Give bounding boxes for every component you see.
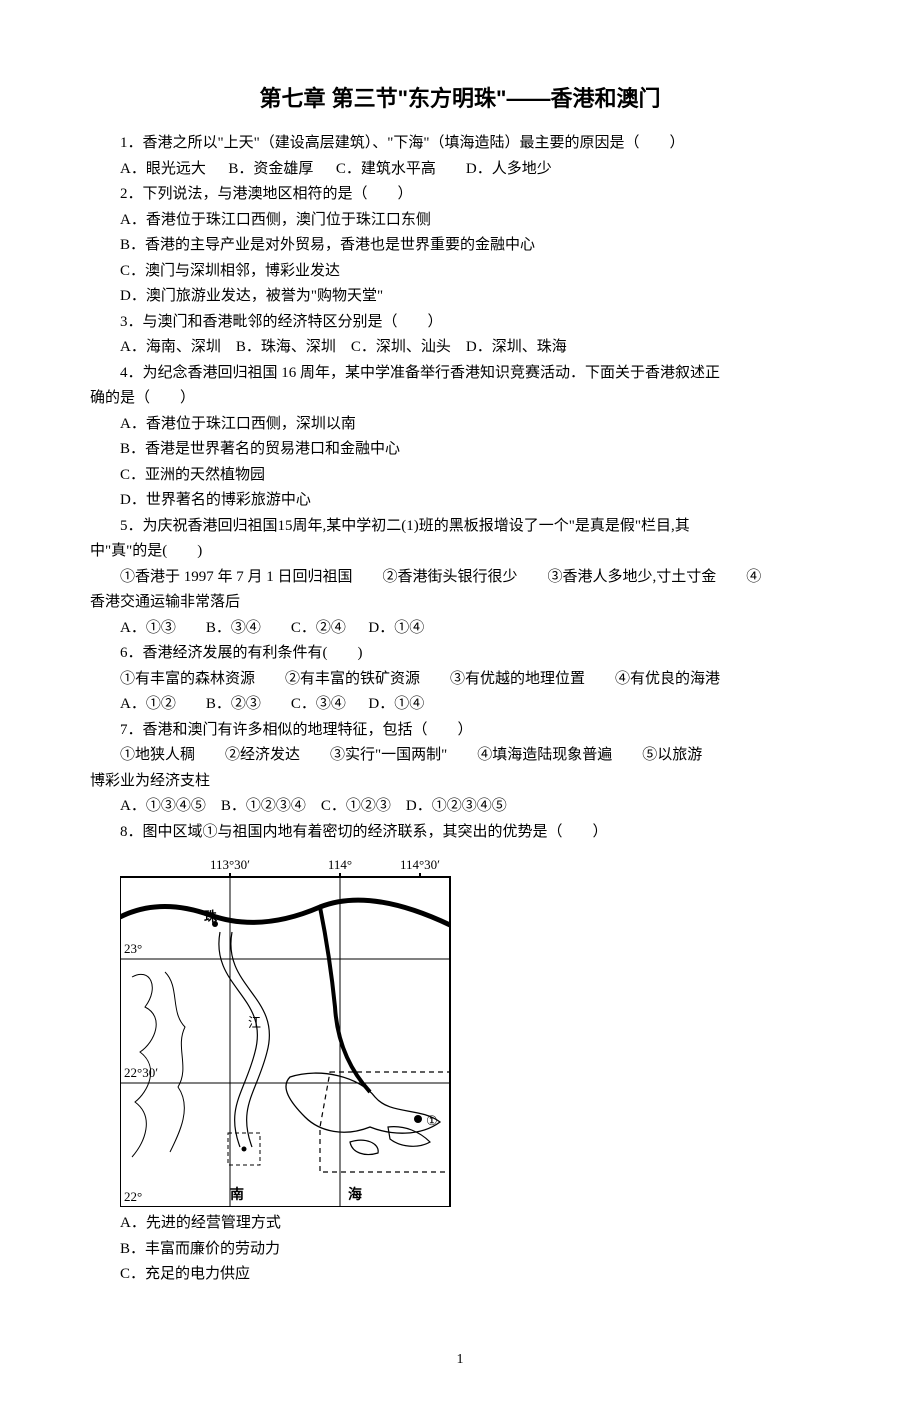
q3-b: B．珠海、深圳 — [236, 339, 336, 355]
q2-b: B．香港的主导产业是对外贸易，香港也是世界重要的金融中心 — [90, 233, 830, 259]
svg-text:南: 南 — [230, 1186, 250, 1203]
q6-d: D．①④ — [368, 696, 424, 712]
svg-text:114°30′: 114°30′ — [400, 857, 440, 872]
q7-stem: 7．香港和澳门有许多相似的地理特征，包括（ ） — [90, 718, 830, 744]
q8-b: B．丰富而廉价的劳动力 — [90, 1237, 830, 1263]
q2-a: A．香港位于珠江口西侧，澳门位于珠江口东侧 — [90, 208, 830, 234]
q1-options: A．眼光远大 B．资金雄厚 C．建筑水平高 D．人多地少 — [90, 157, 830, 183]
q3-c: C．深圳、汕头 — [351, 339, 451, 355]
q7-a: A．①③④⑤ — [120, 798, 206, 814]
q8-stem: 8．图中区域①与祖国内地有着密切的经济联系，其突出的优势是（ ） — [90, 820, 830, 846]
q2-d: D．澳门旅游业发达，被誉为"购物天堂" — [90, 284, 830, 310]
q6-b: B．②③ — [206, 696, 261, 712]
q4-stem-l2: 确的是（ ） — [90, 386, 830, 412]
svg-text:22°: 22° — [124, 1189, 142, 1204]
q5-stem-l1: 5．为庆祝香港回归祖国15周年,某中学初二(1)班的黑板报增设了一个"是真是假"… — [90, 514, 830, 540]
q1-d: D．人多地少 — [466, 161, 552, 177]
q7-options: A．①③④⑤ B．①②③④ C．①②③ D．①②③④⑤ — [90, 794, 830, 820]
q3-d: D．深圳、珠海 — [466, 339, 567, 355]
q7-items-l1: ①地狭人稠 ②经济发达 ③实行"一国两制" ④填海造陆现象普遍 ⑤以旅游 — [90, 743, 830, 769]
q3-options: A．海南、深圳 B．珠海、深圳 C．深圳、汕头 D．深圳、珠海 — [90, 335, 830, 361]
q7-d: D．①②③④⑤ — [406, 798, 507, 814]
svg-text:①: ① — [426, 1113, 438, 1128]
q5-b: B．③④ — [206, 620, 261, 636]
q5-c: C．②④ — [291, 620, 346, 636]
q6-a: A．①② — [120, 696, 176, 712]
q1-b: B．资金雄厚 — [228, 161, 313, 177]
q7-b: B．①②③④ — [221, 798, 306, 814]
q4-c: C．亚洲的天然植物园 — [90, 463, 830, 489]
q2-c: C．澳门与深圳相邻，博彩业发达 — [90, 259, 830, 285]
svg-text:江: 江 — [248, 1015, 261, 1030]
q3-a: A．海南、深圳 — [120, 339, 221, 355]
q8-a: A．先进的经营管理方式 — [90, 1211, 830, 1237]
q8-c: C．充足的电力供应 — [90, 1262, 830, 1288]
q4-d: D．世界著名的博彩旅游中心 — [90, 488, 830, 514]
svg-text:22°30′: 22°30′ — [124, 1065, 158, 1080]
q5-items-l2: 香港交通运输非常落后 — [90, 590, 830, 616]
q3-stem: 3．与澳门和香港毗邻的经济特区分别是（ ） — [90, 310, 830, 336]
q4-a: A．香港位于珠江口西侧，深圳以南 — [90, 412, 830, 438]
svg-text:海: 海 — [348, 1186, 368, 1203]
q5-stem-l2: 中"真"的是( ) — [90, 539, 830, 565]
q4-b: B．香港是世界著名的贸易港口和金融中心 — [90, 437, 830, 463]
q5-options: A．①③ B．③④ C．②④ D．①④ — [90, 616, 830, 642]
map-figure: 113°30′ 114° 114°30′ 23° 22°30′ 22° 珠江 ① 南 海 — [120, 851, 830, 1207]
q2-stem: 2．下列说法，与港澳地区相符的是（ ） — [90, 182, 830, 208]
q5-d: D．①④ — [368, 620, 424, 636]
q5-items-l1: ①香港于 1997 年 7 月 1 日回归祖国 ②香港街头银行很少 ③香港人多地… — [90, 565, 830, 591]
q6-options: A．①② B．②③ C．③④ D．①④ — [90, 692, 830, 718]
svg-text:23°: 23° — [124, 941, 142, 956]
q1-a: A．眼光远大 — [120, 161, 206, 177]
q7-items-l2: 博彩业为经济支柱 — [90, 769, 830, 795]
svg-text:114°: 114° — [328, 857, 352, 872]
q1-c: C．建筑水平高 — [336, 161, 436, 177]
q6-c: C．③④ — [291, 696, 346, 712]
q5-a: A．①③ — [120, 620, 176, 636]
q6-items: ①有丰富的森林资源 ②有丰富的铁矿资源 ③有优越的地理位置 ④有优良的海港 — [90, 667, 830, 693]
svg-text:113°30′: 113°30′ — [210, 857, 250, 872]
q7-c: C．①②③ — [321, 798, 391, 814]
page-number: 1 — [90, 1348, 830, 1372]
q1-stem: 1．香港之所以"上天"（建设高层建筑）、"下海"（填海造陆）最主要的原因是（ ） — [90, 131, 830, 157]
q6-stem: 6．香港经济发展的有利条件有( ) — [90, 641, 830, 667]
svg-text:珠: 珠 — [204, 909, 218, 924]
q4-stem-l1: 4．为纪念香港回归祖国 16 周年，某中学准备举行香港知识竞赛活动．下面关于香港… — [90, 361, 830, 387]
page-title: 第七章 第三节"东方明珠"——香港和澳门 — [90, 80, 830, 117]
